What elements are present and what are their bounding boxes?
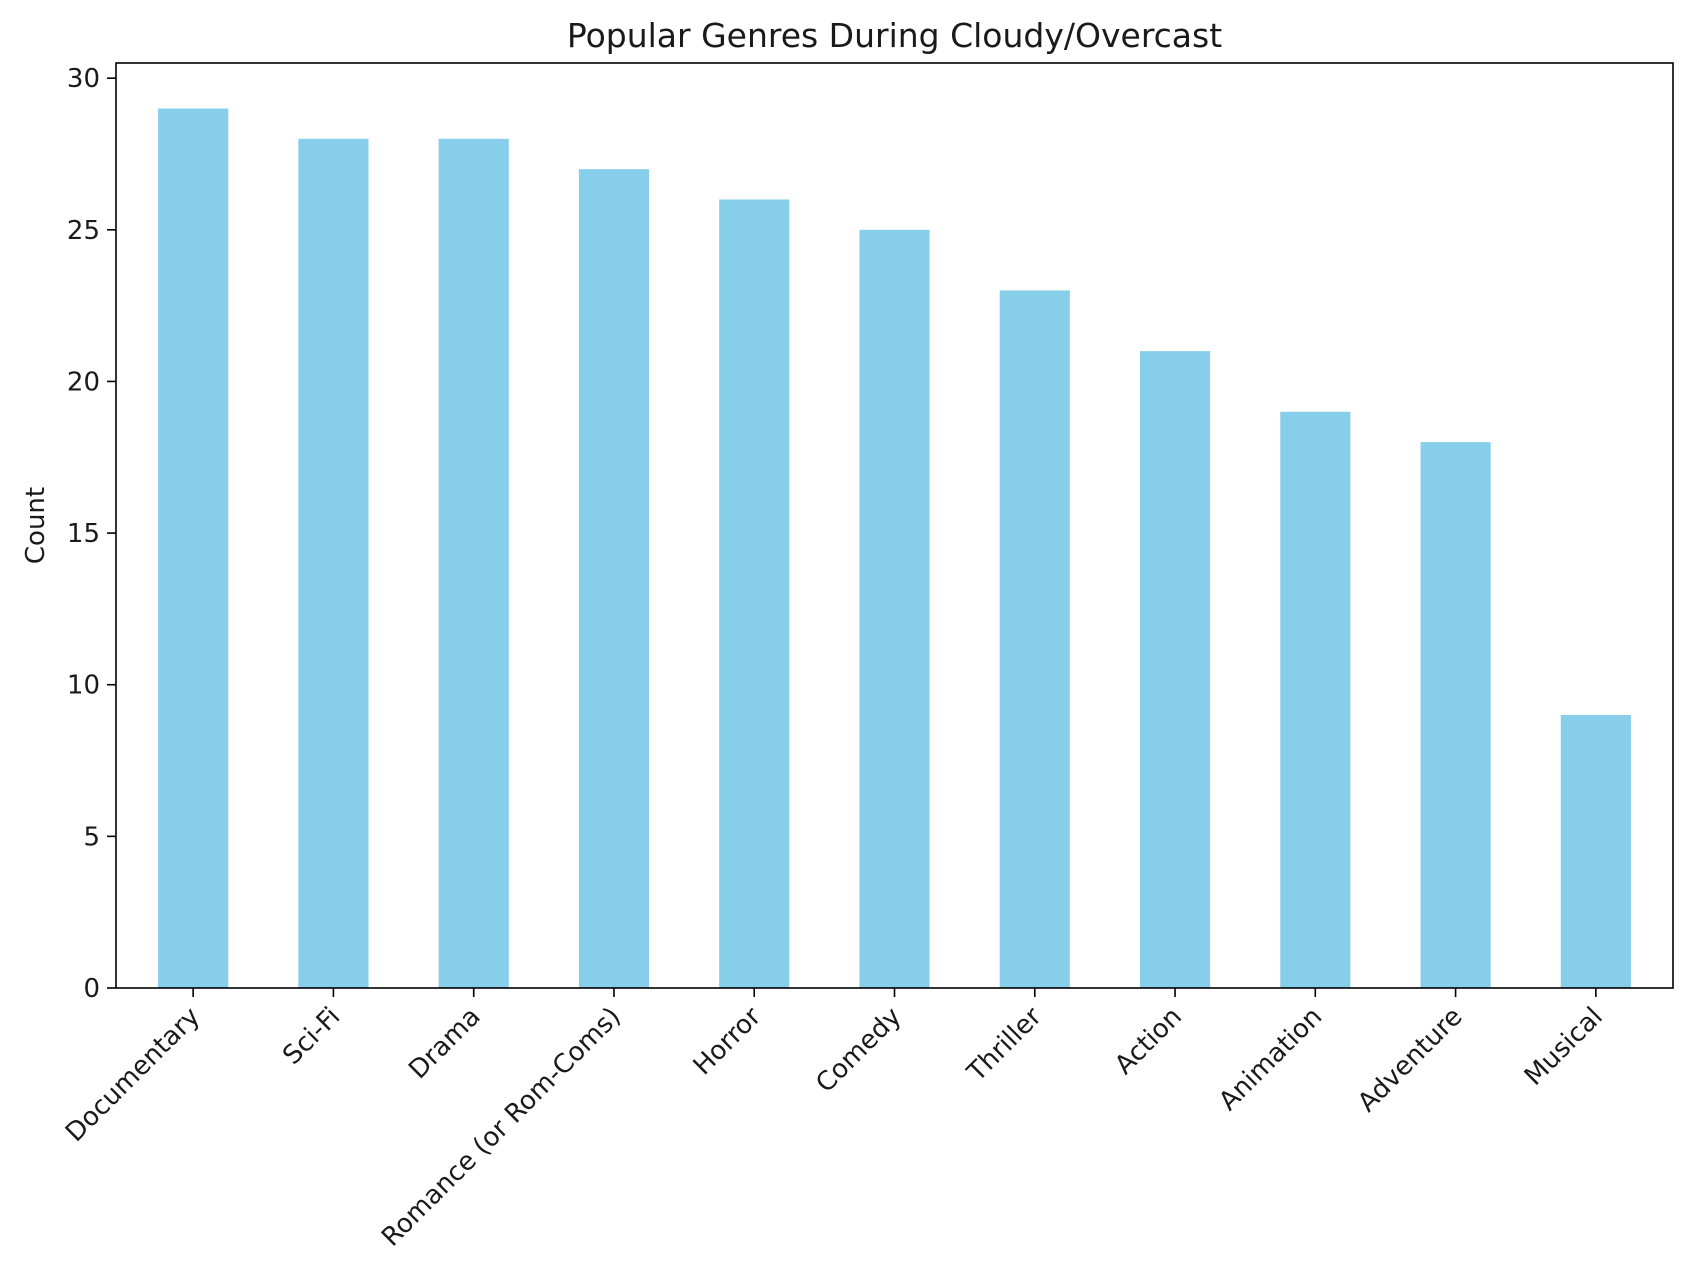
bar-comedy	[859, 229, 930, 988]
bar-action	[1139, 351, 1211, 988]
x-tick-label: Horror	[688, 1002, 768, 1082]
bars-layer	[158, 108, 1631, 989]
y-tick-label: 0	[83, 974, 100, 1004]
x-tick-label: Romance (or Rom-Coms)	[376, 1002, 627, 1253]
x-tick-label: Musical	[1519, 1002, 1609, 1092]
x-tick-label: Animation	[1213, 1002, 1328, 1117]
y-tick-label: 15	[67, 519, 100, 549]
bar-horror	[719, 199, 790, 988]
y-tick-label: 20	[67, 367, 100, 397]
bar-adventure	[1420, 442, 1491, 988]
x-tick-label: Action	[1109, 1002, 1188, 1081]
y-tick-label: 30	[67, 64, 100, 94]
y-axis-label: Count	[21, 487, 51, 564]
x-tick-label: Comedy	[810, 1002, 907, 1099]
bar-animation	[1280, 411, 1351, 988]
plot-frame	[115, 62, 1674, 989]
x-tick-label: Adventure	[1352, 1002, 1468, 1118]
y-tick-label: 5	[83, 822, 100, 852]
bar-sci-fi	[298, 138, 369, 988]
bar-documentary	[158, 108, 229, 988]
x-tick-label: Sci-Fi	[277, 1002, 346, 1071]
y-tick-label: 25	[67, 216, 100, 246]
y-axis: 0 5 10 15 20 25 30	[67, 64, 116, 1004]
bar-thriller	[999, 290, 1070, 989]
bar-romance-or-rom-coms	[578, 169, 650, 989]
x-tick-label: Thriller	[961, 1002, 1048, 1089]
x-tick-label: Documentary	[60, 1002, 206, 1148]
chart-title: Popular Genres During Cloudy/Overcast	[567, 16, 1222, 55]
bar-musical	[1560, 715, 1631, 988]
bar-drama	[438, 138, 509, 988]
x-tick-label: Drama	[403, 1002, 486, 1085]
y-tick-label: 10	[67, 671, 100, 701]
